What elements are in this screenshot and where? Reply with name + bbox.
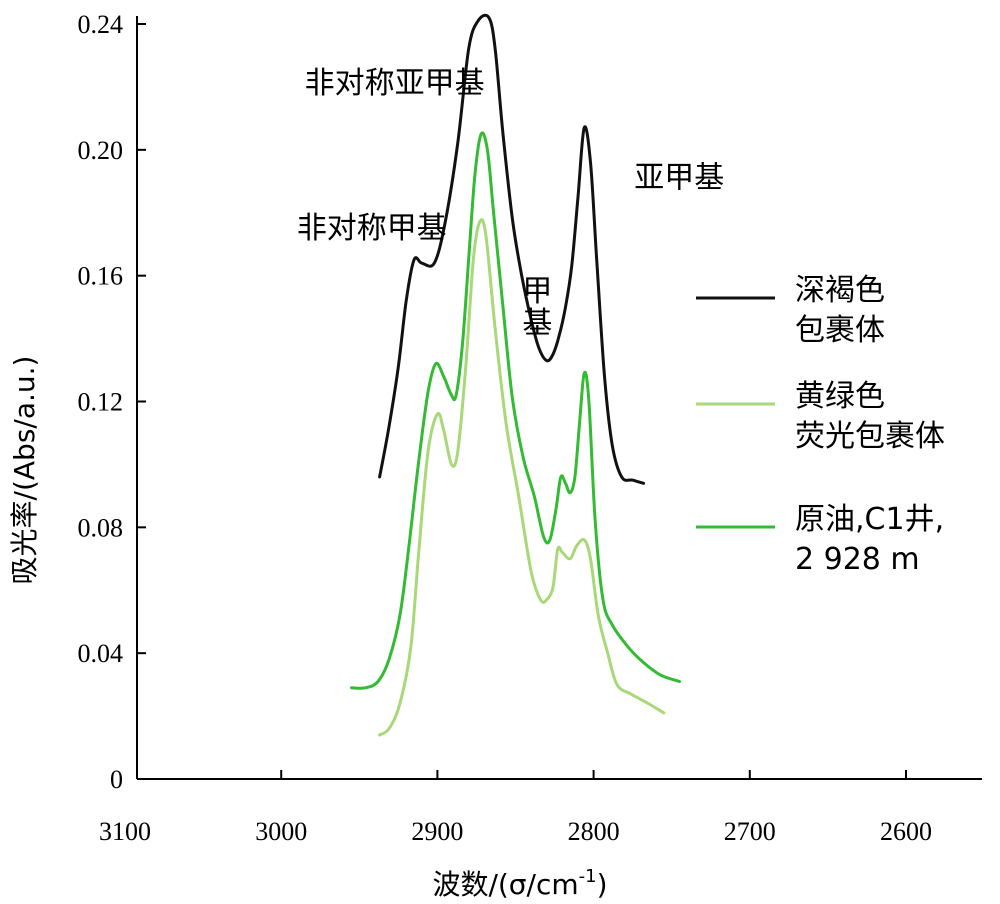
x-axis-title-close: ) (597, 868, 608, 901)
series-layer (350, 13, 681, 737)
x-tick-label: 2700 (724, 817, 776, 846)
annotation-char: 基 (522, 306, 552, 341)
y-tick-label: 0.08 (78, 513, 124, 542)
legend-label-2: 黄绿色 (795, 379, 885, 414)
y-tick-label: 0.12 (78, 388, 124, 417)
x-tick-label: 3000 (255, 817, 307, 846)
legend-label-3: 原油,C1井, (795, 502, 944, 537)
x-tick-label: 2800 (568, 817, 620, 846)
y-tick-label: 0.24 (78, 10, 124, 39)
y-tick-label: 0 (110, 765, 123, 794)
x-axis-title: 波数/(σ/cm-1) (432, 866, 607, 901)
legend-label-1: 深褐色 (795, 273, 885, 308)
annotation-label-1: 非对称亚甲基 (305, 66, 485, 101)
x-axis-title-main: 波数/(σ/cm (432, 868, 578, 901)
axes: 0 0.04 0.08 0.12 0.16 0.20 0.24 3100 3000 2900 280… (78, 10, 982, 846)
legend-label-3: 2 928 m (795, 542, 920, 577)
legend-label-1: 包裹体 (795, 313, 885, 348)
annotation-label-2: 非对称甲基 (297, 211, 447, 246)
y-tick-label: 0.16 (78, 262, 124, 291)
x-axis-title-superscript: -1 (579, 866, 597, 887)
legend-label-2: 荧光包裹体 (795, 419, 945, 454)
series-line-2 (378, 218, 666, 737)
y-tick-label: 0.20 (78, 136, 124, 165)
x-tick-label: 2600 (880, 817, 932, 846)
annotation-label-4: 甲基 (522, 274, 552, 341)
x-tick-label: 2900 (411, 817, 463, 846)
annotation-char: 甲 (522, 274, 552, 309)
y-axis-title: 吸光率/(Abs/a.u.) (8, 356, 41, 585)
series-line-1 (378, 13, 646, 485)
y-tick-label: 0.04 (78, 639, 124, 668)
series-line-3 (350, 131, 681, 690)
annotation-label-3: 亚甲基 (634, 161, 724, 196)
x-tick-label: 3100 (99, 817, 151, 846)
